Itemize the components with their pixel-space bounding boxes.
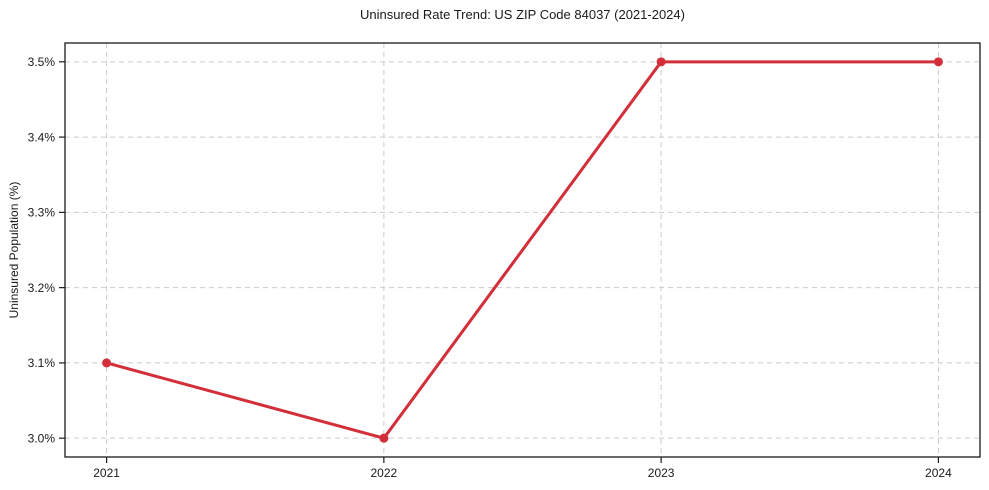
chart-title: Uninsured Rate Trend: US ZIP Code 84037 … [360,7,685,22]
y-tick-label: 3.2% [28,281,56,295]
data-point-marker [933,57,943,67]
data-point-marker [102,358,112,368]
data-point-marker [379,433,389,443]
y-tick-label: 3.4% [28,130,56,144]
x-tick-label: 2023 [648,466,675,480]
y-tick-label: 3.1% [28,356,56,370]
y-tick-label: 3.5% [28,55,56,69]
y-tick-label: 3.3% [28,206,56,220]
x-tick-label: 2022 [371,466,398,480]
x-tick-label: 2024 [925,466,952,480]
plot-frame [64,42,981,458]
data-line [105,60,940,440]
x-tick-label: 2021 [93,466,120,480]
data-point-marker [656,57,666,67]
y-tick-label: 3.0% [28,431,56,445]
